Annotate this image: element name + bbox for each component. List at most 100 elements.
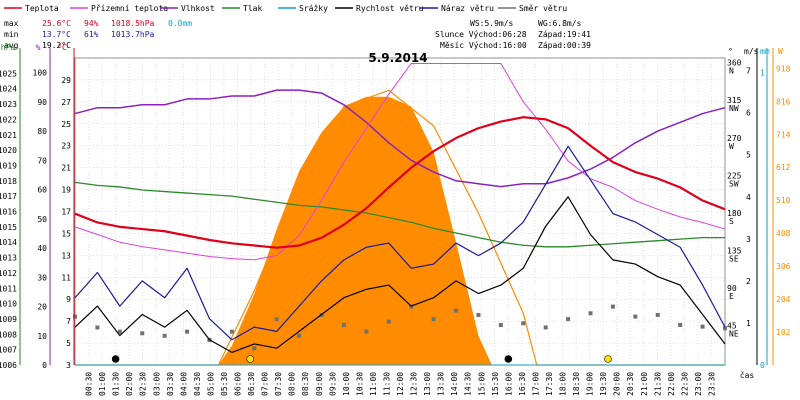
wind-direction-point — [543, 325, 548, 330]
solar-radiation-area — [75, 96, 725, 366]
direction-axis-compass: SE — [729, 254, 739, 263]
x-tick-label: 13:30 — [437, 372, 446, 396]
moon-marker-icon — [111, 355, 120, 363]
legend-label: Vlhkost — [181, 4, 215, 13]
wind-direction-point — [700, 324, 705, 329]
x-tick-label: 13:00 — [423, 372, 432, 396]
direction-axis-tick: 315 — [727, 96, 742, 105]
stat-min-temp: 13.7°C — [42, 30, 71, 39]
x-tick-label: 17:30 — [545, 372, 554, 396]
rain-axis-tick: 0 — [760, 361, 765, 370]
humidity-axis-tick: 80 — [37, 127, 47, 136]
wind-direction-point — [364, 329, 369, 334]
x-tick-label: 16:00 — [504, 372, 513, 396]
x-tick-label: 05:00 — [206, 372, 215, 396]
x-tick-label: 18:00 — [559, 372, 568, 396]
rain-axis-tick: 1 — [760, 69, 765, 78]
x-tick-label: 15:30 — [491, 372, 500, 396]
x-tick-label: 02:00 — [125, 372, 134, 396]
pressure-axis-tick: 1021 — [0, 131, 17, 140]
temperature-axis-tick: 25 — [61, 120, 71, 129]
x-tick-label: 08:30 — [301, 372, 310, 396]
wind-direction-point — [454, 308, 459, 313]
wind-axis-tick: 2 — [746, 277, 751, 286]
stat-max-press: 1018.5hPa — [111, 19, 155, 28]
wind-axis-tick: 6 — [746, 109, 751, 118]
wind-direction-point — [162, 333, 167, 338]
humidity-axis-tick: 60 — [37, 186, 47, 195]
wind-direction-point — [274, 317, 279, 322]
pressure-axis-tick: 1018 — [0, 177, 17, 186]
direction-axis-compass: E — [729, 292, 734, 301]
temperature-axis-tick: 17 — [61, 208, 71, 217]
x-tick-label: 04:30 — [193, 372, 202, 396]
temperature-axis-tick: 11 — [61, 273, 71, 282]
x-axis-unit-label: čas — [740, 370, 755, 380]
humidity-axis-unit: % — [36, 43, 41, 52]
solar-axis-tick: 816 — [776, 97, 791, 106]
pressure-axis-tick: 1024 — [0, 85, 17, 94]
stat-avg-temp: 19.2°C — [42, 41, 71, 50]
humidity-axis-tick: 90 — [37, 98, 47, 107]
chart-title: 5.9.2014 — [368, 51, 427, 65]
solar-axis-tick: 408 — [776, 229, 791, 238]
direction-axis-compass: SW — [729, 179, 739, 188]
temperature-axis-tick: 23 — [61, 142, 71, 151]
humidity-axis-tick: 30 — [37, 273, 47, 282]
temperature-axis-tick: 13 — [61, 251, 71, 260]
axes: 00:30 01:00 01:30 02:00 02:30 03:00 03:30 04:00… — [0, 43, 791, 396]
pressure-axis-tick: 1008 — [0, 330, 17, 339]
pressure-axis-tick: 1012 — [0, 269, 17, 278]
wind-direction-point — [678, 322, 683, 327]
pressure-axis-tick: 1020 — [0, 146, 17, 155]
pressure-axis-tick: 1017 — [0, 192, 17, 201]
moon-marker-icon — [504, 355, 513, 363]
temperature-axis-tick: 19 — [61, 186, 71, 195]
humidity-line — [74, 89, 726, 188]
x-tick-label: 03:30 — [166, 372, 175, 396]
wind-direction-point — [566, 317, 571, 322]
temperature-axis-tick: 5 — [66, 339, 71, 348]
wind-direction-point — [341, 322, 346, 327]
x-tick-label: 07:30 — [274, 372, 283, 396]
x-tick-label: 02:30 — [139, 372, 148, 396]
x-tick-label: 10:30 — [355, 372, 364, 396]
pressure-axis-tick: 1019 — [0, 161, 17, 170]
x-tick-label: 20:00 — [613, 372, 622, 396]
direction-axis-compass: W — [729, 142, 734, 151]
x-tick-label: 19:30 — [599, 372, 608, 396]
wind-direction-point — [140, 331, 145, 336]
wind-gust-line — [74, 145, 726, 341]
temperature-axis-tick: 29 — [61, 76, 71, 85]
x-tick-label: 14:30 — [464, 372, 473, 396]
x-tick-label: 21:00 — [640, 372, 649, 396]
pressure-axis-tick: 1016 — [0, 208, 17, 217]
direction-axis-unit: ° — [728, 47, 733, 56]
x-tick-label: 14:00 — [450, 372, 459, 396]
wind-axis-tick: 1 — [746, 319, 751, 328]
wind-direction-point — [117, 329, 122, 334]
stat-max-label: max — [4, 19, 19, 28]
wind-direction-point — [73, 314, 77, 319]
legend: Teplota Přízemní teplota Vlhkost Tlak Srážky… — [4, 4, 567, 13]
x-tick-label: 23:00 — [694, 372, 703, 396]
x-tick-label: 01:30 — [112, 372, 121, 396]
pressure-axis-tick: 1022 — [0, 115, 17, 124]
direction-axis-compass: NW — [729, 104, 739, 113]
x-tick-label: 22:00 — [667, 372, 676, 396]
x-tick-label: 19:00 — [586, 372, 595, 396]
direction-axis-compass: N — [729, 67, 734, 76]
direction-axis-tick: 270 — [727, 134, 742, 143]
info-wg: WG:6.8m/s — [538, 19, 582, 28]
solar-axis-tick: 306 — [776, 262, 791, 271]
pressure-axis-tick: 1023 — [0, 100, 17, 109]
wind-direction-point — [655, 312, 660, 317]
humidity-axis-tick: 40 — [37, 244, 47, 253]
x-tick-label: 00:30 — [85, 372, 94, 396]
pressure-axis-tick: 1025 — [0, 69, 17, 78]
wind-direction-point — [431, 317, 436, 322]
pressure-axis-tick: 1011 — [0, 284, 17, 293]
wind-axis-unit: m/s — [744, 47, 759, 56]
stat-avg-label: avg — [4, 41, 19, 50]
